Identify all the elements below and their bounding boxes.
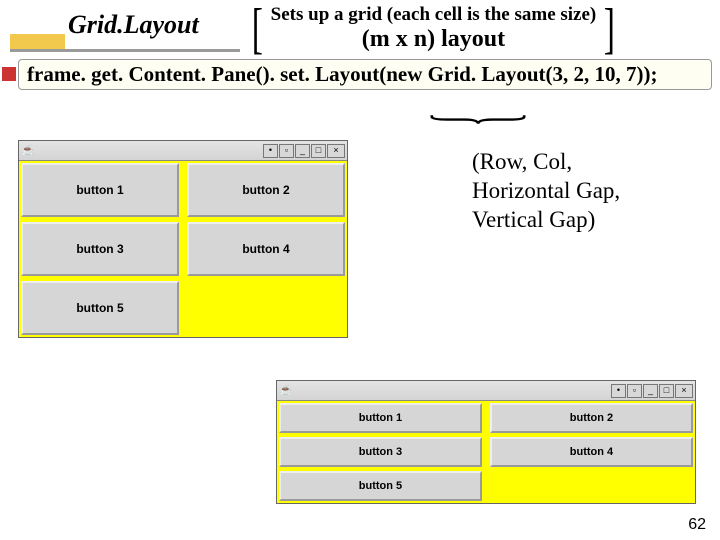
titlebar-1: ☕ • ▫ _ □ × bbox=[19, 141, 347, 161]
titlebar-buttons-1: • ▫ _ □ × bbox=[263, 144, 345, 158]
grid-button[interactable]: button 1 bbox=[21, 163, 179, 217]
tb-dot-icon[interactable]: • bbox=[263, 144, 278, 158]
empty-cell bbox=[187, 281, 345, 335]
annotation-line-2: Horizontal Gap, bbox=[472, 177, 620, 206]
bullet-icon bbox=[2, 67, 16, 81]
annotation-line-3: Vertical Gap) bbox=[472, 206, 620, 235]
java-window-2: ☕ • ▫ _ □ × button 1 button 2 button 3 b… bbox=[276, 380, 696, 504]
grid-button[interactable]: button 2 bbox=[187, 163, 345, 217]
bracket-left-icon: [ bbox=[252, 9, 263, 49]
bracket-right-icon: ] bbox=[604, 9, 615, 49]
grid-body-2: button 1 button 2 button 3 button 4 butt… bbox=[277, 401, 695, 503]
param-annotation: (Row, Col, Horizontal Gap, Vertical Gap) bbox=[472, 148, 620, 234]
grid-button[interactable]: button 5 bbox=[21, 281, 179, 335]
tb-square-icon[interactable]: ▫ bbox=[627, 384, 642, 398]
code-row: frame. get. Content. Pane(). set. Layout… bbox=[8, 59, 712, 90]
desc-line-2: (m x n) layout bbox=[271, 26, 597, 53]
grid-button[interactable]: button 2 bbox=[490, 403, 693, 433]
java-window-1: ☕ • ▫ _ □ × button 1 button 2 button 3 b… bbox=[18, 140, 348, 338]
title-underline bbox=[10, 49, 240, 52]
empty-cell bbox=[490, 471, 693, 501]
grid-button[interactable]: button 5 bbox=[279, 471, 482, 501]
slide-title: Grid.Layout bbox=[68, 10, 199, 40]
titlebar-2: ☕ • ▫ _ □ × bbox=[277, 381, 695, 401]
grid-button[interactable]: button 3 bbox=[279, 437, 482, 467]
minimize-button[interactable]: _ bbox=[295, 144, 310, 158]
grid-button[interactable]: button 3 bbox=[21, 222, 179, 276]
bracket-group: [ Sets up a grid (each cell is the same … bbox=[248, 4, 619, 53]
java-cup-icon: ☕ bbox=[21, 144, 35, 158]
tb-dot-icon[interactable]: • bbox=[611, 384, 626, 398]
grid-body-1: button 1 button 2 button 3 button 4 butt… bbox=[19, 161, 347, 337]
grid-button[interactable]: button 4 bbox=[187, 222, 345, 276]
grid-button[interactable]: button 1 bbox=[279, 403, 482, 433]
desc-line-1: Sets up a grid (each cell is the same si… bbox=[271, 4, 597, 26]
title-accent-gold bbox=[10, 34, 65, 50]
code-snippet: frame. get. Content. Pane(). set. Layout… bbox=[18, 59, 712, 90]
maximize-button[interactable]: □ bbox=[311, 144, 326, 158]
java-cup-icon: ☕ bbox=[279, 384, 293, 398]
title-block: Grid.Layout bbox=[10, 6, 240, 52]
titlebar-buttons-2: • ▫ _ □ × bbox=[611, 384, 693, 398]
minimize-button[interactable]: _ bbox=[643, 384, 658, 398]
page-number: 62 bbox=[688, 516, 706, 534]
close-button[interactable]: × bbox=[675, 384, 693, 398]
grid-button[interactable]: button 4 bbox=[490, 437, 693, 467]
description-block: Sets up a grid (each cell is the same si… bbox=[271, 4, 597, 53]
close-button[interactable]: × bbox=[327, 144, 345, 158]
header-row: Grid.Layout [ Sets up a grid (each cell … bbox=[0, 0, 720, 53]
maximize-button[interactable]: □ bbox=[659, 384, 674, 398]
curly-brace-icon: } bbox=[418, 113, 548, 127]
tb-square-icon[interactable]: ▫ bbox=[279, 144, 294, 158]
annotation-line-1: (Row, Col, bbox=[472, 148, 620, 177]
